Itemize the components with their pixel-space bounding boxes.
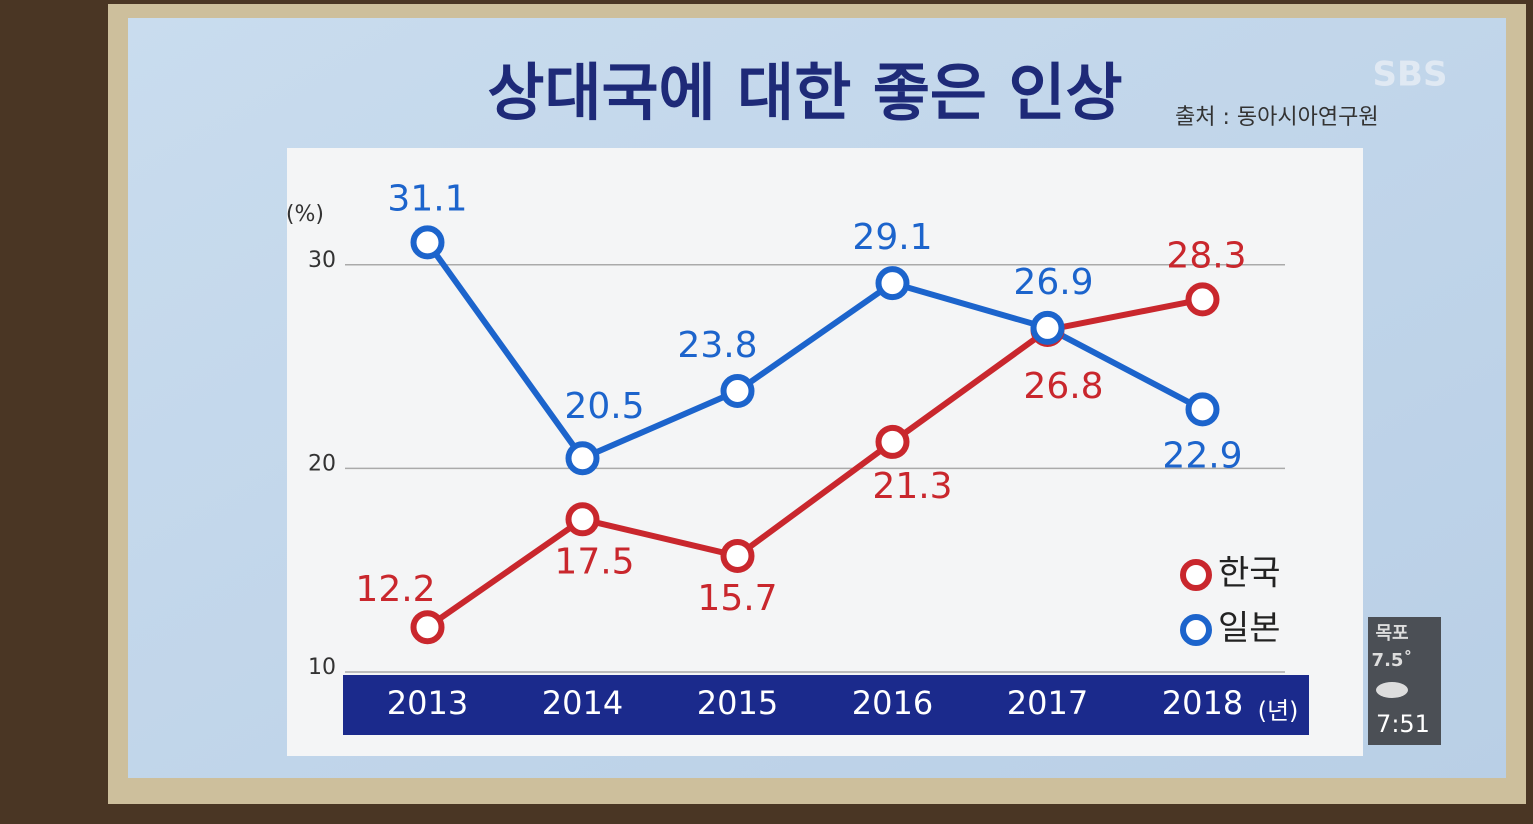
marker xyxy=(565,441,600,476)
x-tick-label: 2016 xyxy=(852,684,933,722)
y-tick-label: 10 xyxy=(308,655,336,680)
data-label: 17.5 xyxy=(554,541,634,582)
marker xyxy=(1030,310,1065,345)
marker xyxy=(1185,392,1220,427)
chart-title: 상대국에 대한 좋은 인상 xyxy=(487,56,1122,129)
x-unit: (년) xyxy=(1258,697,1299,725)
y-tick-label: 20 xyxy=(308,451,336,476)
x-tick-label: 2018 xyxy=(1162,684,1243,722)
marker xyxy=(875,266,910,301)
logo: SBS xyxy=(1373,55,1448,95)
marker xyxy=(565,502,600,537)
data-label: 15.7 xyxy=(697,578,777,619)
marker xyxy=(1185,282,1220,317)
data-label: 21.3 xyxy=(872,466,952,507)
legend-marker xyxy=(1180,559,1212,591)
x-axis-band xyxy=(343,675,1309,735)
data-label: 22.9 xyxy=(1162,435,1242,476)
marker xyxy=(720,374,755,409)
y-tick-label: 30 xyxy=(308,248,336,273)
marker xyxy=(410,225,445,260)
marker xyxy=(875,424,910,459)
legend-label: 한국 xyxy=(1218,554,1281,594)
marker xyxy=(720,538,755,573)
line xyxy=(425,240,1204,462)
x-tick-label: 2017 xyxy=(1007,684,1088,722)
legend-marker xyxy=(1180,614,1212,646)
data-label: 26.8 xyxy=(1023,366,1103,407)
data-label: 28.3 xyxy=(1166,235,1246,276)
source: 출처 : 동아시아연구원 xyxy=(1175,105,1379,130)
data-label: 26.9 xyxy=(1013,262,1093,303)
chart-panel xyxy=(287,148,1363,756)
line xyxy=(425,296,1204,630)
data-label: 31.1 xyxy=(387,178,467,219)
weather-city: 목포 xyxy=(1375,623,1408,644)
x-tick-label: 2015 xyxy=(697,684,778,722)
y-unit: (%) xyxy=(286,202,324,227)
data-label: 23.8 xyxy=(677,325,757,366)
data-label: 12.2 xyxy=(355,569,435,610)
weather-icon xyxy=(1376,682,1408,698)
data-label: 29.1 xyxy=(852,217,932,258)
legend-label: 일본 xyxy=(1218,609,1281,649)
x-tick-label: 2014 xyxy=(542,684,623,722)
data-label: 20.5 xyxy=(564,386,644,427)
weather-temperature: 7.5˚ xyxy=(1372,649,1413,671)
clock: 7:51 xyxy=(1376,710,1430,738)
weather-box xyxy=(1368,617,1441,745)
x-tick-label: 2013 xyxy=(387,684,468,722)
marker xyxy=(410,610,445,645)
